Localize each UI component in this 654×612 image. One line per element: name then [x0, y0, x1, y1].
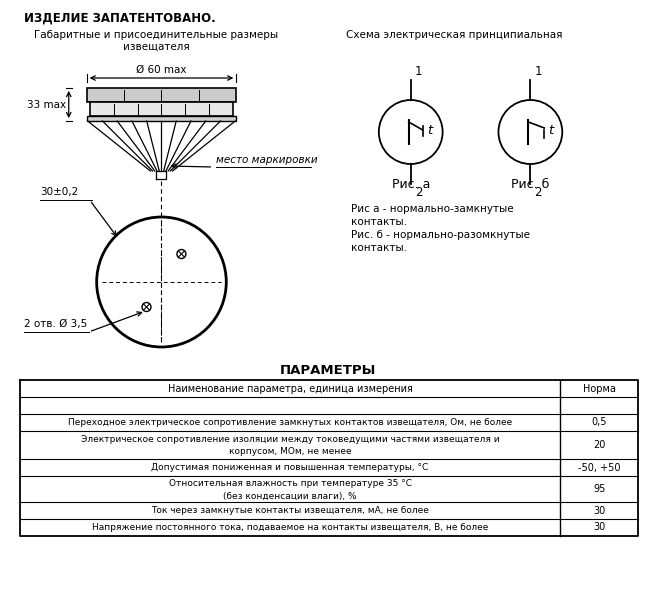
- Text: Напряжение постоянного тока, подаваемое на контакты извещателя, В, не более: Напряжение постоянного тока, подаваемое …: [92, 523, 489, 532]
- Circle shape: [142, 302, 151, 312]
- Bar: [87, 116, 236, 121]
- Text: Норма: Норма: [583, 384, 615, 394]
- Text: контакты.: контакты.: [351, 243, 407, 253]
- Text: ПАРАМЕТРЫ: ПАРАМЕТРЫ: [280, 364, 376, 377]
- Text: Электрическое сопротивление изоляции между токоведущими частями извещателя и: Электрическое сопротивление изоляции меж…: [80, 436, 500, 444]
- Text: Рис а - нормально-замкнутые: Рис а - нормально-замкнутые: [351, 204, 513, 214]
- Text: t: t: [426, 124, 432, 136]
- Text: Ток через замкнутые контакты извещателя, мА, не более: Ток через замкнутые контакты извещателя,…: [151, 506, 429, 515]
- Bar: [90, 102, 233, 116]
- Text: 2: 2: [415, 186, 422, 199]
- Text: Ø 60 max: Ø 60 max: [136, 65, 186, 75]
- Text: 20: 20: [593, 440, 606, 450]
- Text: Схема электрическая принципиальная: Схема электрическая принципиальная: [346, 30, 562, 40]
- Text: 2: 2: [534, 186, 542, 199]
- Circle shape: [498, 100, 562, 164]
- Circle shape: [97, 217, 226, 347]
- Text: 1: 1: [534, 65, 542, 78]
- Text: 30±0,2: 30±0,2: [40, 187, 78, 197]
- Text: 0,5: 0,5: [591, 417, 607, 428]
- Text: 30: 30: [593, 523, 606, 532]
- Text: корпусом, МОм, не менее: корпусом, МОм, не менее: [229, 447, 351, 457]
- Text: -50, +50: -50, +50: [578, 463, 621, 472]
- Circle shape: [177, 250, 186, 258]
- Text: 33 max: 33 max: [27, 100, 66, 110]
- Text: Рис. а: Рис. а: [392, 178, 430, 191]
- Text: t: t: [548, 124, 553, 136]
- Text: ИЗДЕЛИЕ ЗАПАТЕНТОВАНО.: ИЗДЕЛИЕ ЗАПАТЕНТОВАНО.: [24, 12, 216, 25]
- Text: 2 отв. Ø 3,5: 2 отв. Ø 3,5: [24, 319, 87, 329]
- FancyBboxPatch shape: [87, 88, 236, 102]
- Text: Габаритные и присоединительные размеры
извещателя: Габаритные и присоединительные размеры и…: [35, 30, 279, 51]
- Text: 30: 30: [593, 506, 606, 515]
- Circle shape: [379, 100, 443, 164]
- Text: Относительная влажность при температуре 35 °C: Относительная влажность при температуре …: [169, 479, 411, 488]
- Text: (без конденсации влаги), %: (без конденсации влаги), %: [223, 491, 357, 501]
- Text: 95: 95: [593, 484, 606, 494]
- Text: 1: 1: [415, 65, 422, 78]
- Text: контакты.: контакты.: [351, 217, 407, 227]
- Text: Рис. б - нормально-разомкнутые: Рис. б - нормально-разомкнутые: [351, 230, 530, 240]
- Text: место маркировки: место маркировки: [216, 155, 318, 165]
- Text: Допустимая пониженная и повышенная температуры, °C: Допустимая пониженная и повышенная темпе…: [152, 463, 429, 472]
- Text: Рис. б: Рис. б: [511, 178, 549, 191]
- Text: Переходное электрическое сопротивление замкнутых контактов извещателя, Ом, не бо: Переходное электрическое сопротивление з…: [68, 418, 512, 427]
- Text: Наименование параметра, единица измерения: Наименование параметра, единица измерени…: [167, 384, 413, 394]
